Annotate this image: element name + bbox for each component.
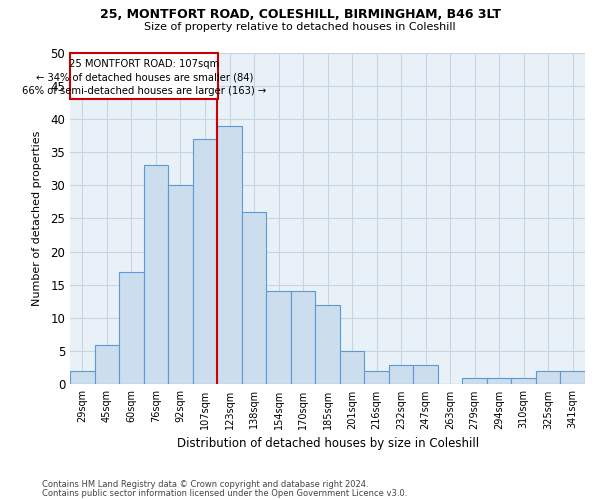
- FancyBboxPatch shape: [70, 52, 218, 99]
- Text: 66% of semi-detached houses are larger (163) →: 66% of semi-detached houses are larger (…: [22, 86, 266, 96]
- X-axis label: Distribution of detached houses by size in Coleshill: Distribution of detached houses by size …: [176, 437, 479, 450]
- Bar: [560, 371, 585, 384]
- Bar: [389, 364, 413, 384]
- Bar: [119, 272, 143, 384]
- Text: Contains public sector information licensed under the Open Government Licence v3: Contains public sector information licen…: [42, 488, 407, 498]
- Bar: [413, 364, 438, 384]
- Bar: [70, 371, 95, 384]
- Bar: [487, 378, 511, 384]
- Bar: [95, 344, 119, 385]
- Bar: [463, 378, 487, 384]
- Bar: [168, 186, 193, 384]
- Bar: [291, 292, 316, 384]
- Bar: [536, 371, 560, 384]
- Bar: [266, 292, 291, 384]
- Text: 25 MONTFORT ROAD: 107sqm: 25 MONTFORT ROAD: 107sqm: [69, 59, 220, 69]
- Text: 25, MONTFORT ROAD, COLESHILL, BIRMINGHAM, B46 3LT: 25, MONTFORT ROAD, COLESHILL, BIRMINGHAM…: [100, 8, 500, 20]
- Bar: [511, 378, 536, 384]
- Bar: [193, 139, 217, 384]
- Bar: [340, 351, 364, 384]
- Bar: [143, 166, 168, 384]
- Text: Contains HM Land Registry data © Crown copyright and database right 2024.: Contains HM Land Registry data © Crown c…: [42, 480, 368, 489]
- Bar: [364, 371, 389, 384]
- Text: ← 34% of detached houses are smaller (84): ← 34% of detached houses are smaller (84…: [35, 72, 253, 82]
- Bar: [242, 212, 266, 384]
- Y-axis label: Number of detached properties: Number of detached properties: [32, 131, 42, 306]
- Text: Size of property relative to detached houses in Coleshill: Size of property relative to detached ho…: [144, 22, 456, 32]
- Bar: [316, 305, 340, 384]
- Bar: [217, 126, 242, 384]
